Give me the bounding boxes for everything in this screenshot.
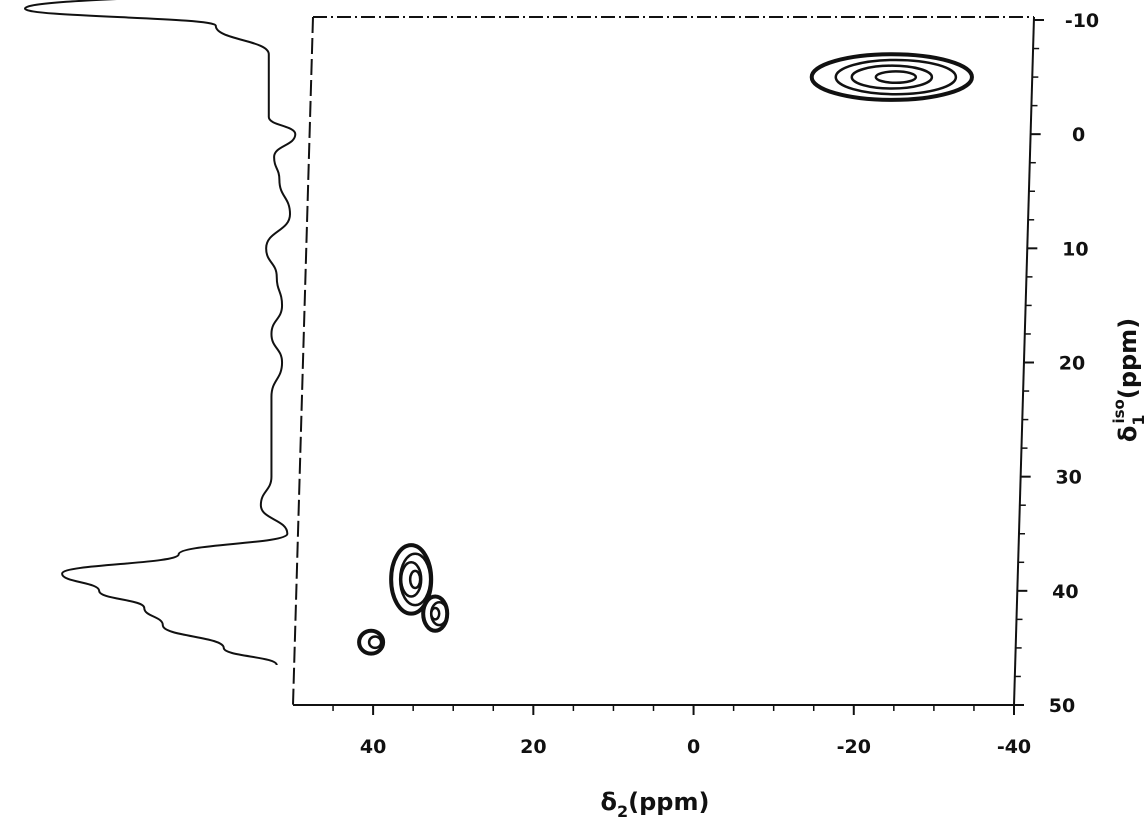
y-tick-label: -10 [1065, 10, 1099, 32]
contour-level [421, 594, 450, 633]
y-axis-ticks: -10 0 10 20 30 40 50 [1014, 10, 1099, 717]
frame-right [1013, 16, 1035, 706]
x-axis-title: δ2(ppm) [601, 788, 710, 821]
contour-level [850, 64, 934, 90]
x-tick-label: -20 [837, 736, 871, 758]
contour-level [809, 52, 974, 102]
x-tick-label: 0 [687, 736, 700, 758]
y-tick-label: 40 [1052, 581, 1078, 603]
y-axis-title: δ1iso(ppm) [1110, 318, 1146, 442]
x-tick-label: -40 [997, 736, 1031, 758]
contour-level [874, 70, 918, 85]
frame-left [292, 16, 314, 706]
contour-level [429, 606, 441, 621]
y-tick-label: 10 [1062, 238, 1088, 260]
x-tick-label: 40 [360, 736, 386, 758]
contour-level [367, 635, 383, 650]
contour-level [398, 552, 432, 607]
x-tick-label: 20 [520, 736, 546, 758]
projection-spectrum [23, 0, 297, 666]
contour-level [408, 569, 422, 590]
contour-level [357, 628, 386, 656]
x-axis-ticks: 40 20 0 -20 -40 [332, 705, 1031, 758]
y-tick-label: 50 [1049, 695, 1075, 717]
contour-level [834, 58, 958, 96]
y-tick-label: 20 [1059, 353, 1085, 375]
plot-frame [292, 16, 1035, 706]
contour-peaks [357, 52, 974, 656]
projection-trace [23, 0, 297, 666]
y-tick-label: 30 [1055, 467, 1081, 489]
y-tick-label: 0 [1072, 124, 1085, 146]
